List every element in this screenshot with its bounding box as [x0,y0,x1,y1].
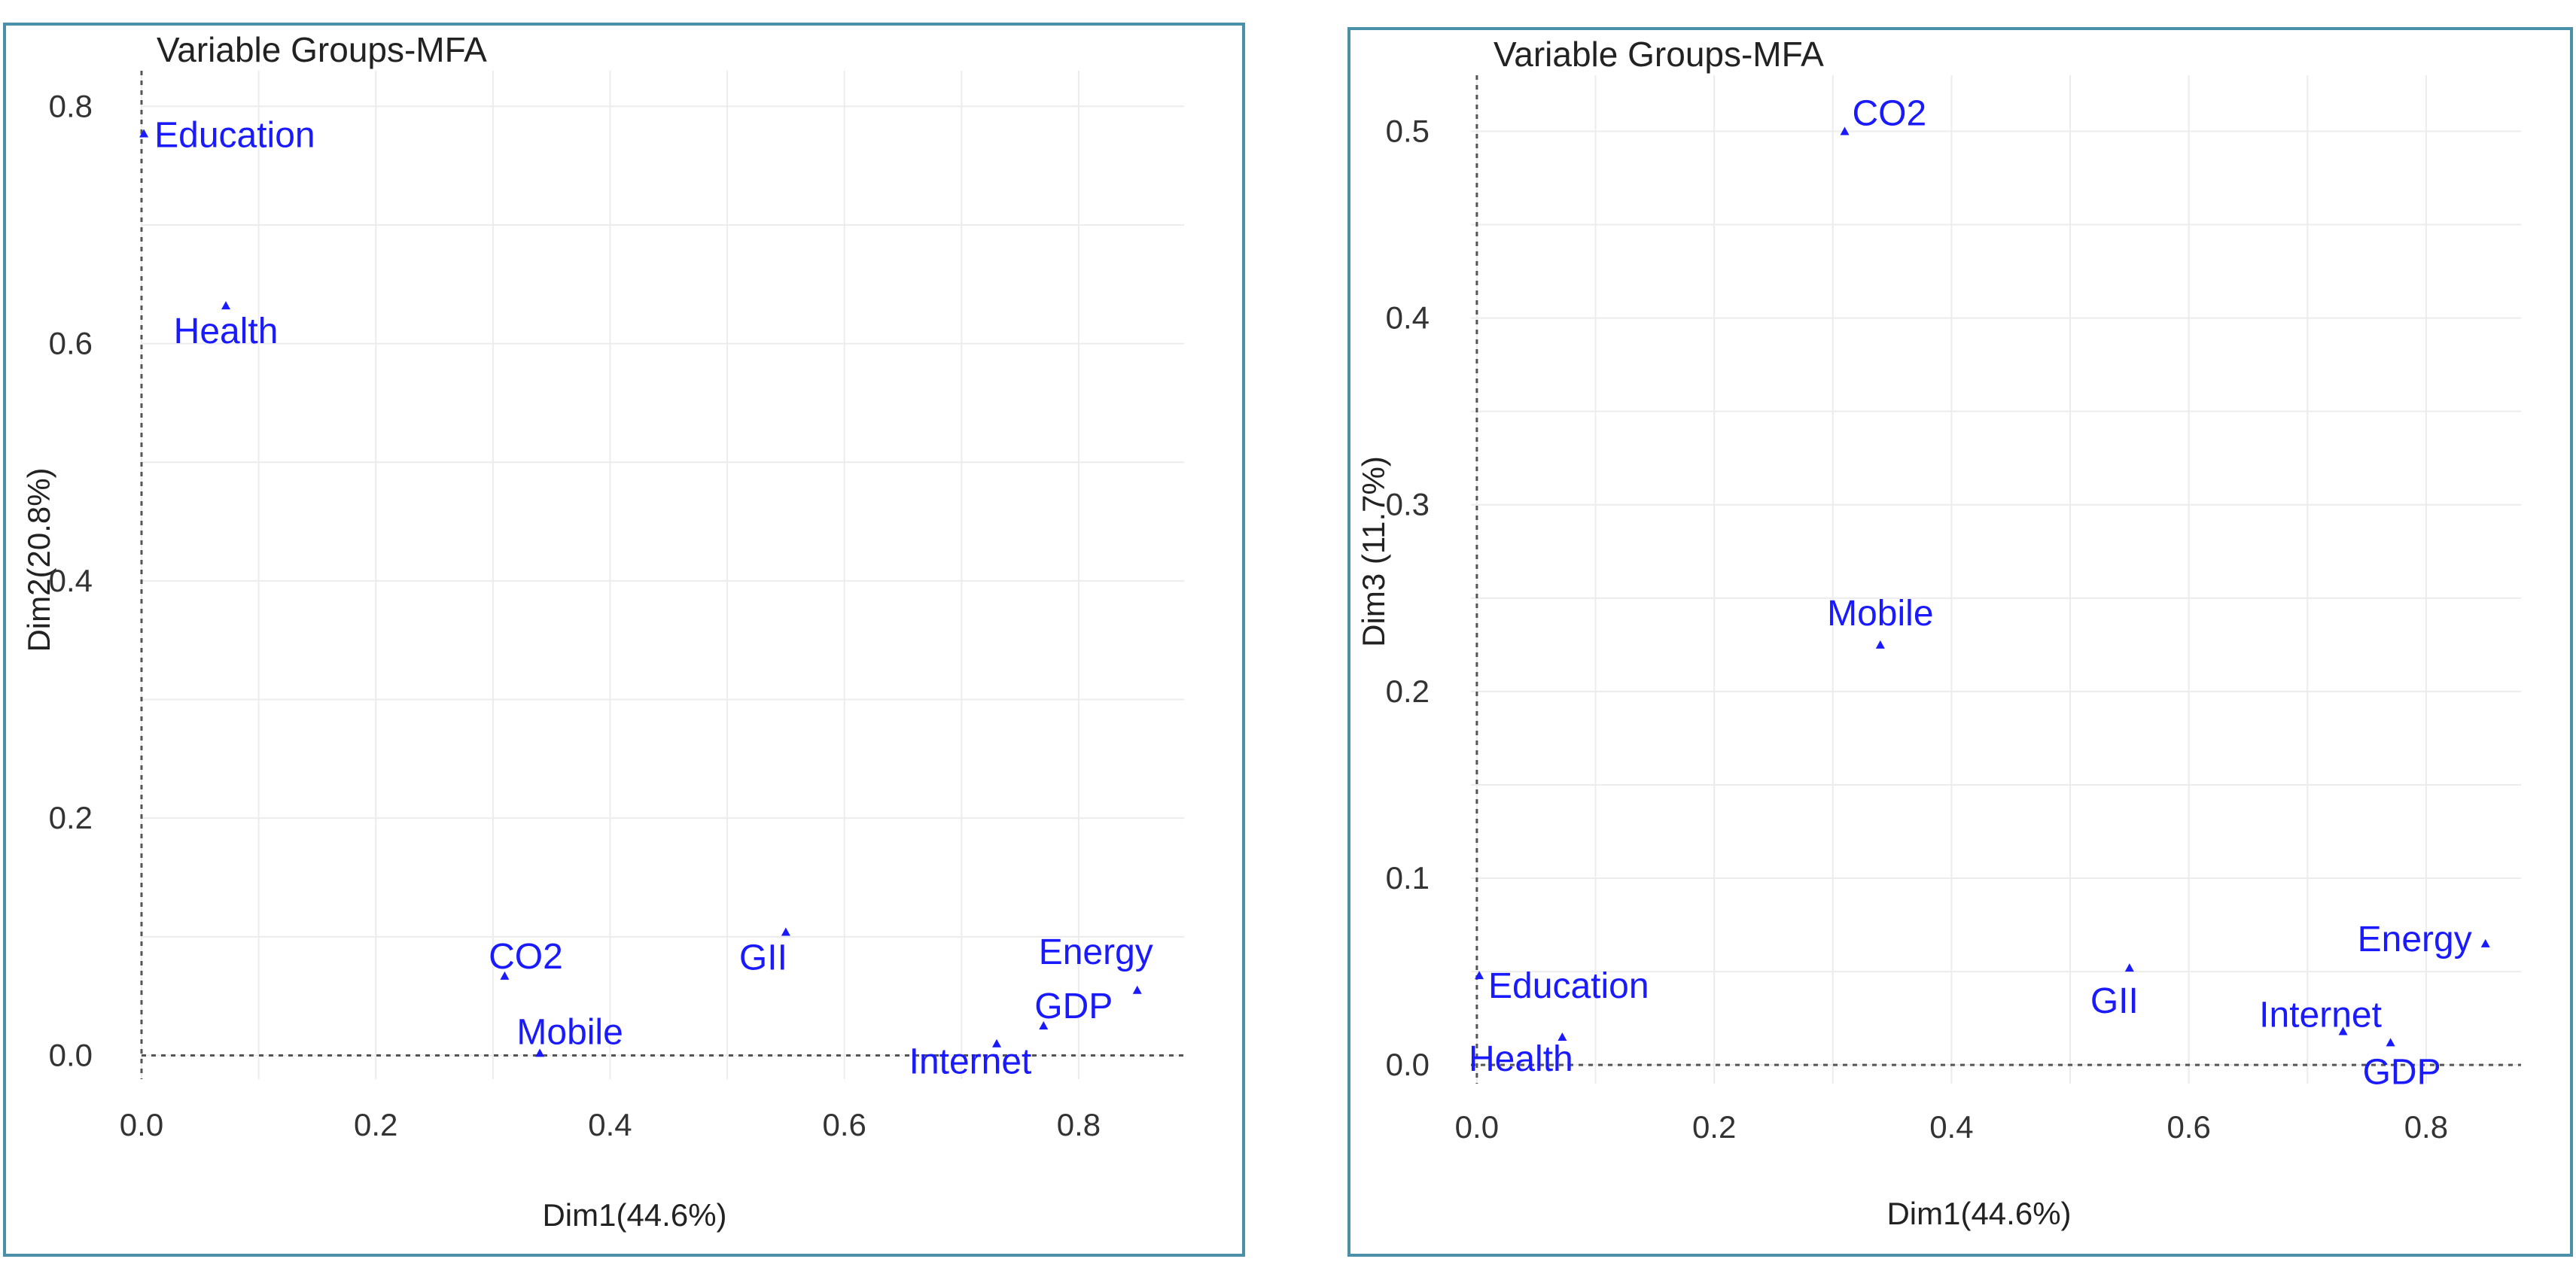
point-gdp [2386,1038,2395,1047]
y-tick-label: 0.2 [1386,674,1430,709]
y-tick-label: 0.6 [49,326,93,361]
point-label-gdp: GDP [1034,987,1113,1026]
point-label-co2: CO2 [489,937,563,977]
x-tick-label: 0.2 [354,1107,397,1142]
point-label-gii: GII [2090,981,2139,1021]
y-axis-label: Dim2(20.8%) [21,467,56,652]
point-label-education: Education [154,116,315,156]
point-energy [1132,985,1142,994]
y-axis-label: Dim3 (11.7%) [1356,456,1391,647]
point-label-health: Health [1469,1039,1573,1079]
point-gdp [1039,1021,1049,1030]
x-tick-label: 0.0 [1455,1109,1499,1145]
y-tick-label: 0.2 [49,800,93,835]
point-label-internet: Internet [909,1042,1032,1082]
point-education [139,129,149,138]
x-tick-label: 0.4 [1929,1109,1973,1145]
point-label-energy: Energy [1039,932,1153,972]
x-tick-label: 0.4 [588,1107,632,1142]
point-gii [781,927,790,936]
chart-svg-dim1-dim2: Variable Groups-MFA Dim1(44.6%) Dim2(20.… [21,30,1184,1233]
x-axis-label: Dim1(44.6%) [542,1197,726,1233]
point-mobile [535,1048,545,1057]
chart-svg-dim1-dim3: Variable Groups-MFA Dim1(44.6%) Dim3 (11… [1356,35,2521,1231]
point-label-education: Education [1488,966,1649,1006]
chart-panel-dim1-dim2: Variable Groups-MFA Dim1(44.6%) Dim2(20.… [3,23,1245,1257]
y-tick-label: 0.0 [1386,1047,1430,1082]
point-label-energy: Energy [2358,920,2472,959]
x-tick-label: 0.8 [2404,1109,2448,1145]
x-tick-label: 0.2 [1692,1109,1736,1145]
x-axis-label: Dim1(44.6%) [1886,1196,2071,1231]
point-label-health: Health [174,312,279,351]
y-tick-label: 0.3 [1386,487,1430,522]
point-label-internet: Internet [2259,996,2382,1035]
point-label-gii: GII [739,938,787,978]
chart-title: Variable Groups-MFA [157,30,487,69]
point-health [221,301,231,310]
chart-title: Variable Groups-MFA [1494,35,1824,74]
point-internet [992,1038,1002,1048]
point-energy [2480,938,2490,947]
x-tick-label: 0.6 [823,1107,866,1142]
point-co2 [1840,126,1850,135]
y-tick-label: 0.4 [49,563,93,598]
point-label-gdp: GDP [2363,1052,2441,1092]
grid-lines [141,71,1184,1079]
chart-panel-dim1-dim3: Variable Groups-MFA Dim1(44.6%) Dim3 (11… [1347,27,2573,1257]
y-tick-label: 0.8 [49,88,93,123]
point-internet [2338,1026,2348,1035]
point-label-mobile: Mobile [516,1012,623,1052]
y-tick-label: 0.5 [1386,113,1430,148]
point-health [1557,1032,1567,1041]
point-co2 [500,971,510,980]
x-tick-label: 0.6 [2166,1109,2210,1145]
point-mobile [1875,640,1885,649]
y-tick-label: 0.1 [1386,860,1430,896]
y-tick-label: 0.4 [1386,300,1430,336]
point-label-mobile: Mobile [1827,594,1933,634]
x-tick-label: 0.8 [1057,1107,1101,1142]
point-gii [2124,963,2134,972]
y-tick-label: 0.0 [49,1037,93,1072]
x-tick-label: 0.0 [120,1107,163,1142]
point-label-co2: CO2 [1853,93,1927,133]
point-education [1475,971,1484,980]
